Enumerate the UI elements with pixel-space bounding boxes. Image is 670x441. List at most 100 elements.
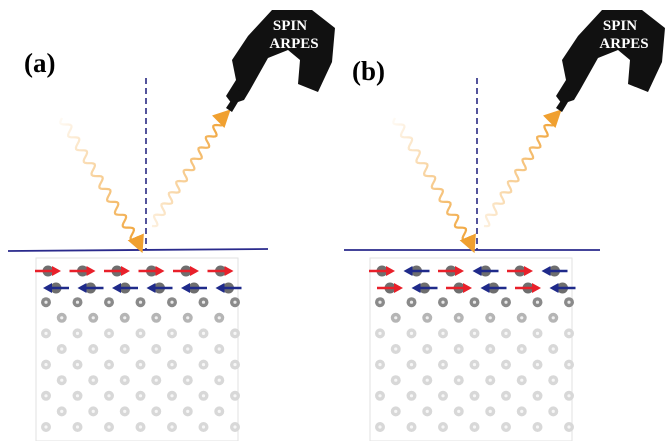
lattice-atom-core	[394, 378, 398, 382]
spin-arrow-right	[532, 283, 541, 293]
lattice-atom-core	[409, 425, 414, 429]
spin-arpes-detector-b: SPIN ARPES	[556, 10, 665, 112]
spin-arrow-left	[549, 283, 559, 293]
lattice-atom-core	[217, 378, 221, 382]
lattice-atom-core	[520, 316, 524, 320]
lattice-atom-core	[75, 300, 80, 304]
lattice-atom-core	[91, 316, 95, 320]
lattice-atom-core	[75, 425, 80, 429]
lattice-atom-core	[123, 378, 127, 382]
lattice-atom-core	[170, 394, 174, 398]
spin-arrow-right	[52, 266, 61, 276]
lattice-atom-core	[457, 316, 461, 320]
lattice-atom-core	[567, 331, 571, 335]
lattice-atom-core	[535, 425, 540, 429]
lattice-atom-core	[107, 425, 111, 429]
spin-arrows-a	[35, 265, 242, 294]
lattice-atom-core	[154, 409, 158, 413]
lattice-atom-core	[488, 409, 492, 413]
lattice-atom-core	[551, 409, 555, 413]
lattice-atom-core	[394, 347, 398, 351]
lattice-atom-core	[378, 363, 382, 367]
lattice-atom-core	[472, 394, 477, 398]
lattice-atom-core	[75, 331, 80, 335]
lattice-atom-core	[60, 378, 64, 382]
lattice-atom-core	[123, 409, 127, 413]
lattice-atom-core	[378, 425, 382, 429]
lattice-atom-core	[170, 363, 174, 367]
lattice-atom-core	[233, 331, 237, 335]
lattice-atom-core	[60, 347, 64, 351]
spin-arrow-right	[121, 266, 130, 276]
panel-b-label: (b)	[352, 56, 385, 86]
lattice-atom-core	[409, 363, 414, 367]
lattice-atom-core	[551, 347, 555, 351]
lattice-atom-core	[233, 363, 237, 367]
panel-b: (b) SPIN ARPES	[344, 10, 665, 441]
lattice-atom-core	[217, 347, 221, 351]
lattice-atom-core	[394, 409, 398, 413]
spin-arrow-left	[112, 283, 121, 293]
incident-photon-a	[59, 117, 144, 254]
lattice-atom-core	[154, 316, 158, 320]
spin-arrow-left	[215, 283, 225, 293]
spin-arrow-left	[403, 266, 413, 276]
lattice-atom-core	[201, 331, 206, 335]
spin-arrow-left	[181, 283, 190, 293]
lattice-atom-core	[457, 347, 461, 351]
lattice-atom-core	[425, 378, 429, 382]
lattice-atom-core	[551, 378, 555, 382]
spin-arrow-right	[386, 266, 395, 276]
lattice-atom-core	[44, 425, 48, 429]
lattice-atom-core	[201, 363, 206, 367]
lattice-atom-core	[201, 394, 206, 398]
incident-photon-b	[392, 117, 476, 254]
lattice-atom-core	[567, 300, 571, 304]
spin-arrow-left	[541, 266, 551, 276]
crystal-lattice-a	[35, 257, 240, 441]
lattice-atom-core	[44, 363, 48, 367]
lattice-atom-core	[123, 347, 127, 351]
lattice-atom-core	[107, 363, 111, 367]
spin-arrow-right	[394, 283, 403, 293]
lattice-atom-core	[378, 331, 382, 335]
detector-label-b-line2: ARPES	[599, 36, 648, 52]
lattice-atom-core	[91, 409, 95, 413]
lattice-atom-core	[551, 316, 555, 320]
lattice-atom-core	[488, 347, 492, 351]
lattice-atom-core	[138, 363, 143, 367]
lattice-atom-core	[520, 347, 524, 351]
lattice-atom-core	[170, 331, 174, 335]
lattice-atom-core	[520, 378, 524, 382]
lattice-atom-core	[394, 316, 398, 320]
lattice-atom-core	[138, 425, 143, 429]
lattice-atom-core	[60, 316, 64, 320]
detector-label-a-line2: ARPES	[269, 36, 318, 52]
lattice-atom-core	[409, 394, 414, 398]
lattice-atom-core	[441, 331, 445, 335]
lattice-atom-core	[425, 316, 429, 320]
lattice-atom-core	[472, 425, 477, 429]
lattice-atom-core	[75, 363, 80, 367]
lattice-atom-core	[441, 363, 445, 367]
lattice-atom-core	[472, 331, 477, 335]
lattice-atom-core	[504, 363, 508, 367]
panel-a: (a) SPIN ARPES	[7, 10, 335, 441]
crystal-lattice-b	[369, 257, 574, 441]
spin-arrow-right	[224, 266, 234, 276]
lattice-atom-core	[107, 331, 111, 335]
lattice-atom-core	[138, 331, 143, 335]
lattice-atom-core	[425, 409, 429, 413]
spin-arrow-right	[155, 266, 165, 276]
spin-arrow-right	[86, 266, 96, 276]
spin-arrow-left	[472, 266, 482, 276]
lattice-atom-core	[535, 394, 540, 398]
lattice-atom-core	[567, 394, 571, 398]
lattice-atom-core	[154, 378, 158, 382]
lattice-atom-core	[441, 425, 445, 429]
spin-arrow-right	[455, 266, 464, 276]
lattice-atom-core	[186, 347, 190, 351]
lattice-atom-core	[107, 300, 111, 304]
lattice-atom-core	[154, 347, 158, 351]
spin-arpes-detector-a: SPIN ARPES	[226, 10, 335, 112]
